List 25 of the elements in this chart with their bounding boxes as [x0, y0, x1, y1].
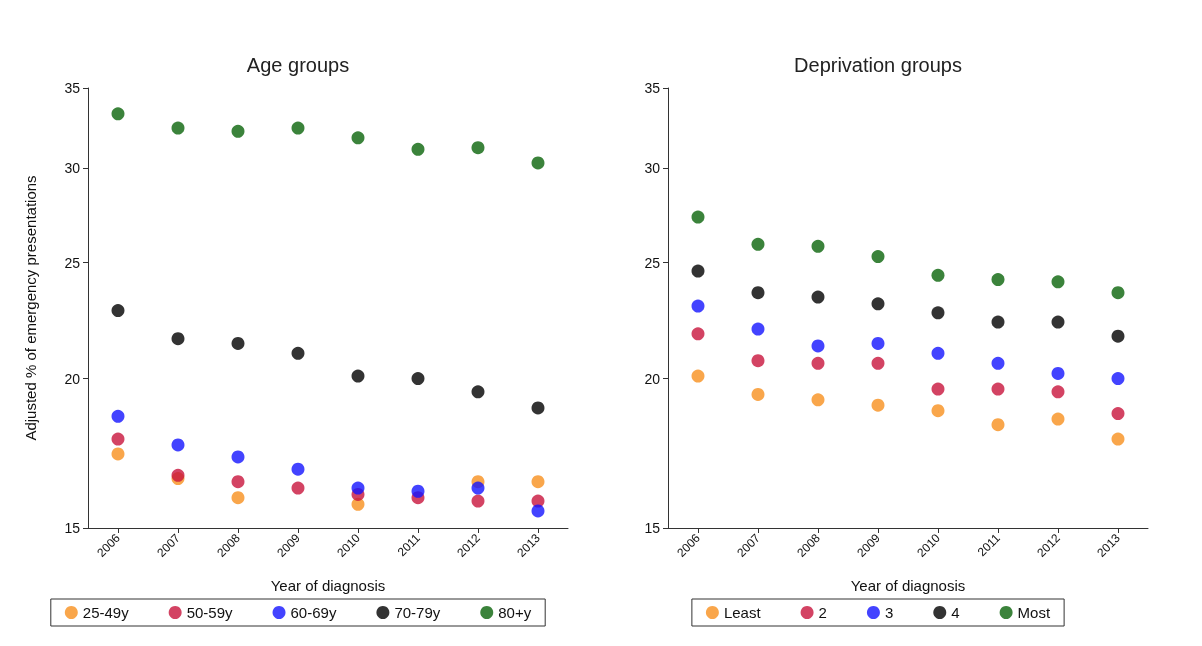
y-axis-title: Adjusted % of emergency presentations: [22, 175, 39, 441]
y-tick-label: 35: [644, 80, 661, 96]
y-tick-label: 25: [644, 254, 661, 271]
legend-label: 4: [951, 604, 960, 621]
y-tick-label: 25: [64, 254, 81, 271]
legend-label: 60-69y: [290, 604, 337, 621]
legend-label: Least: [723, 604, 762, 621]
y-tick-label: 15: [644, 520, 661, 536]
legend-label: 70-79y: [394, 604, 441, 621]
chart-title: Age groups: [246, 54, 350, 76]
legend-label: 3: [884, 604, 894, 621]
legend-label: Most: [1017, 604, 1051, 621]
y-tick-label: 30: [64, 160, 81, 177]
x-axis-title: Year of diagnosis: [850, 577, 966, 594]
y-tick-label: 20: [64, 370, 81, 387]
x-axis-title: Year of diagnosis: [270, 577, 386, 594]
legend-label: 25-49y: [82, 604, 130, 621]
legend-label: 50-59y: [186, 604, 234, 621]
legend-label: 2: [818, 604, 827, 621]
y-tick-label: 20: [644, 370, 661, 387]
y-tick-label: 30: [644, 160, 661, 177]
chart-title: Deprivation groups: [794, 54, 962, 76]
y-tick-label: 15: [64, 520, 81, 536]
legend-label: 80+y: [498, 604, 532, 621]
y-tick-label: 35: [64, 80, 81, 96]
